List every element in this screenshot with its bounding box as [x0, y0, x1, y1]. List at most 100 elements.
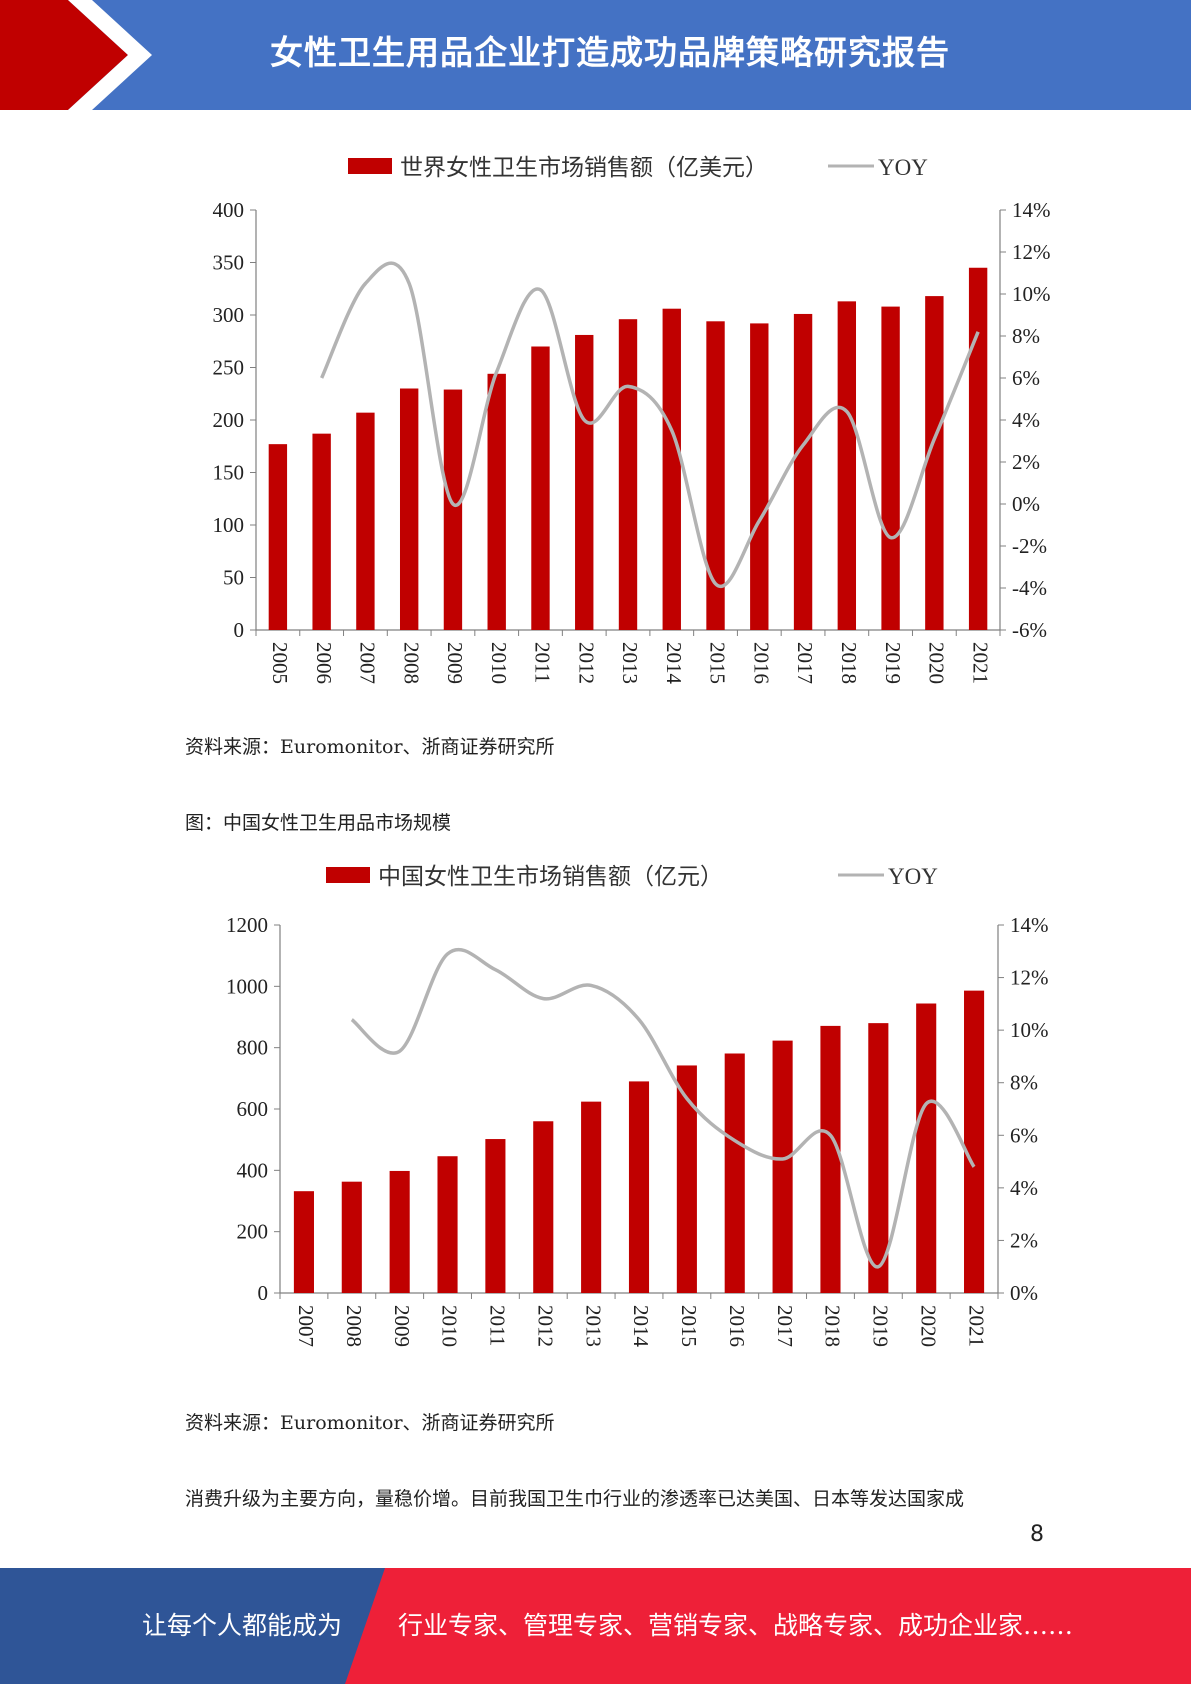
chart2-left-tick-label: 600 [237, 1097, 269, 1121]
chart1-bar [925, 296, 944, 630]
chart2-right-tick-label: 10% [1010, 1018, 1049, 1042]
chart1-bar [443, 389, 463, 630]
chart2-caption: 图：中国女性卫生用品市场规模 [185, 812, 452, 834]
chart1-left-tick-label: 300 [213, 303, 245, 327]
chart2-legend-bar-swatch [326, 867, 370, 883]
chart1-x-tick-label: 2011 [531, 642, 555, 683]
chart1-x-tick-label: 2020 [925, 642, 949, 684]
header-banner [0, 0, 1191, 110]
report-title: 女性卫生用品企业打造成功品牌策略研究报告 [270, 33, 950, 72]
chart2-bar [533, 1121, 554, 1293]
footer-roles: 行业专家、管理专家、营销专家、战略专家、成功企业家…… [398, 1611, 1074, 1640]
chart1-right-tick-label: 10% [1012, 282, 1051, 306]
chart1-source: 资料来源：Euromonitor、浙商证券研究所 [185, 736, 555, 758]
chart1-legend-bar-swatch [348, 158, 392, 174]
chart2-bar [772, 1040, 793, 1293]
chart1-x-tick-label: 2018 [837, 642, 861, 684]
chart1-bar [618, 319, 638, 630]
chart2-source: 资料来源：Euromonitor、浙商证券研究所 [185, 1412, 555, 1434]
chart1-right-tick-label: 4% [1012, 408, 1040, 432]
chart1-right-tick-label: -2% [1012, 534, 1047, 558]
chart2-bar [916, 1003, 937, 1293]
chart1-left-tick-label: 350 [213, 251, 245, 275]
chart2-bar [389, 1170, 410, 1293]
chart1-bar [575, 334, 594, 630]
page-number: 8 [1030, 1522, 1044, 1547]
chart2-left-tick-label: 1200 [226, 913, 268, 937]
chart1-x-tick-label: 2015 [706, 642, 730, 684]
chart1-left-tick-label: 50 [223, 566, 244, 590]
chart2-bar [964, 990, 985, 1293]
chart2-bar [581, 1101, 602, 1293]
chart1-bar [881, 306, 900, 630]
chart2-x-tick-label: 2021 [964, 1305, 988, 1347]
world-market-chart: 世界女性卫生市场销售额（亿美元） YOY 0 50 100 150 200 250 300 350… [213, 155, 1051, 685]
chart1-x-tick-label: 2021 [968, 642, 992, 684]
chart1-bar [399, 388, 419, 630]
chart1-x-tick-label: 2014 [662, 642, 686, 685]
chart2-x-tick-label: 2009 [390, 1305, 414, 1347]
chart1-bar [487, 373, 506, 630]
chart2-legend-bar-label: 中国女性卫生市场销售额（亿元） [378, 864, 723, 889]
chart2-right-tick-label: 6% [1010, 1123, 1038, 1147]
chart2-right-tick-label: 8% [1010, 1071, 1038, 1095]
chart2-right-tick-label: 0% [1010, 1281, 1038, 1305]
chart1-x-tick-label: 2009 [443, 642, 467, 684]
chart1-bar [356, 412, 375, 630]
chart1-left-tick-label: 150 [213, 461, 245, 485]
chart1-x-tick-label: 2019 [881, 642, 905, 684]
chart1-right-tick-label: 0% [1012, 492, 1040, 516]
chart2-x-tick-label: 2013 [581, 1305, 605, 1347]
chart1-left-tick-label: 400 [213, 198, 245, 222]
chart2-x-tick-label: 2007 [294, 1305, 318, 1347]
chart2-legend-line-label: YOY [888, 864, 938, 889]
chart2-left-tick-label: 200 [237, 1220, 269, 1244]
chart1-yoy-line [320, 261, 980, 588]
chart2-left-tick-label: 1000 [226, 974, 268, 998]
chart1-x-tick-label: 2017 [793, 642, 817, 684]
chart2-right-tick-label: 14% [1010, 913, 1049, 937]
chart2-x-tick-label: 2012 [533, 1305, 557, 1347]
chart2-bar [437, 1156, 458, 1293]
chart2-right-tick-label: 4% [1010, 1176, 1038, 1200]
chart2-x-tick-label: 2011 [486, 1305, 510, 1346]
chart1-bar [268, 444, 288, 630]
chart2-bar [341, 1181, 362, 1293]
chart2-x-tick-label: 2015 [677, 1305, 701, 1347]
footer-banner [0, 1568, 1191, 1684]
chart1-x-tick-label: 2008 [399, 642, 423, 684]
chart1-right-tick-label: 6% [1012, 366, 1040, 390]
chart1-bar [706, 321, 725, 630]
chart1-right-tick-label: 2% [1012, 450, 1040, 474]
chart2-x-tick-label: 2014 [629, 1305, 653, 1348]
chart1-bar [837, 301, 857, 630]
chart2-bar [820, 1025, 841, 1293]
chart1-bar [662, 308, 681, 630]
chart1-legend-line-label: YOY [878, 155, 928, 180]
chart1-right-tick-label: 8% [1012, 324, 1040, 348]
chart1-right-tick-label: 12% [1012, 240, 1051, 264]
chart2-bar [724, 1053, 745, 1293]
chart1-bar [312, 433, 331, 630]
chart2-right-tick-label: 12% [1010, 966, 1049, 990]
chart2-x-tick-label: 2019 [869, 1305, 893, 1347]
chart1-bar [750, 323, 769, 630]
chart1-bar [531, 346, 550, 630]
chart2-bar [485, 1139, 506, 1293]
chart1-x-tick-label: 2005 [268, 642, 292, 684]
chart2-bar [293, 1191, 314, 1293]
chart2-right-tick-label: 2% [1010, 1228, 1038, 1252]
chart1-x-tick-label: 2016 [749, 642, 773, 684]
chart1-x-tick-label: 2006 [312, 642, 336, 684]
chart1-right-tick-label: 14% [1012, 198, 1051, 222]
chart2-bar [628, 1081, 650, 1293]
body-paragraph: 消费升级为主要方向，量稳价增。目前我国卫生巾行业的渗透率已达美国、日本等发达国家… [185, 1488, 965, 1510]
chart2-x-tick-label: 2020 [916, 1305, 940, 1347]
chart2-yoy-line [350, 947, 976, 1269]
chart1-x-tick-label: 2012 [574, 642, 598, 684]
chart1-left-tick-label: 250 [213, 356, 245, 380]
page-header: 女性卫生用品企业打造成功品牌策略研究报告 [0, 0, 1191, 110]
chart1-x-tick-label: 2013 [618, 642, 642, 684]
china-market-chart: 中国女性卫生市场销售额（亿元） YOY 0 200 400 600 800 1000 1200 0… [226, 864, 1049, 1348]
chart2-x-tick-label: 2017 [773, 1305, 797, 1347]
